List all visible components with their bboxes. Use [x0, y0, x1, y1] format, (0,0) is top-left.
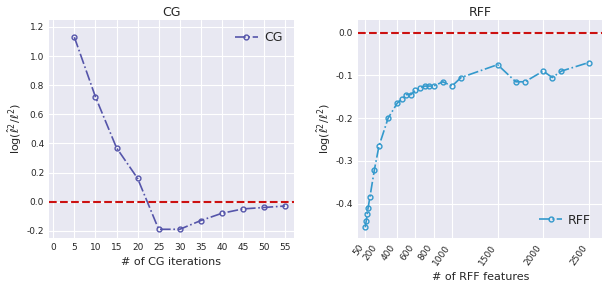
RFF: [407, 93, 415, 96]
RFF: [512, 80, 519, 84]
CG: [113, 146, 120, 149]
RFF: [364, 206, 371, 210]
RFF: [457, 76, 465, 79]
RFF: [384, 116, 392, 120]
RFF: [402, 93, 410, 96]
Title: RFF: RFF: [469, 5, 492, 18]
Line: CG: CG: [72, 35, 288, 232]
RFF: [430, 84, 437, 88]
RFF: [364, 213, 371, 216]
X-axis label: # of CG iterations: # of CG iterations: [122, 257, 221, 268]
RFF: [521, 80, 528, 84]
CG: [240, 207, 247, 211]
CG: [282, 204, 289, 208]
Legend: CG: CG: [230, 26, 287, 49]
Y-axis label: log($\hat{\ell}^2/\ell^2$): log($\hat{\ell}^2/\ell^2$): [314, 103, 333, 154]
RFF: [539, 69, 547, 73]
RFF: [371, 168, 378, 171]
RFF: [548, 76, 556, 79]
Line: RFF: RFF: [363, 60, 591, 230]
RFF: [448, 84, 455, 88]
RFF: [412, 89, 419, 92]
CG: [176, 228, 184, 231]
RFF: [398, 97, 406, 101]
RFF: [375, 144, 382, 148]
CG: [197, 219, 204, 222]
CG: [92, 95, 99, 98]
Y-axis label: log($\hat{\ell}^2/\ell^2$): log($\hat{\ell}^2/\ell^2$): [5, 103, 24, 154]
RFF: [416, 86, 424, 90]
RFF: [362, 219, 370, 223]
RFF: [393, 101, 401, 105]
Legend: RFF: RFF: [534, 209, 596, 232]
RFF: [494, 63, 501, 67]
CG: [71, 35, 78, 39]
RFF: [558, 69, 565, 73]
RFF: [366, 196, 373, 199]
CG: [260, 206, 268, 209]
RFF: [426, 84, 433, 88]
RFF: [439, 80, 446, 84]
CG: [218, 212, 226, 215]
CG: [155, 228, 162, 231]
X-axis label: # of RFF features: # of RFF features: [432, 272, 529, 283]
CG: [134, 177, 141, 180]
RFF: [421, 84, 428, 88]
RFF: [362, 226, 369, 229]
RFF: [585, 61, 592, 64]
Title: CG: CG: [162, 5, 181, 18]
